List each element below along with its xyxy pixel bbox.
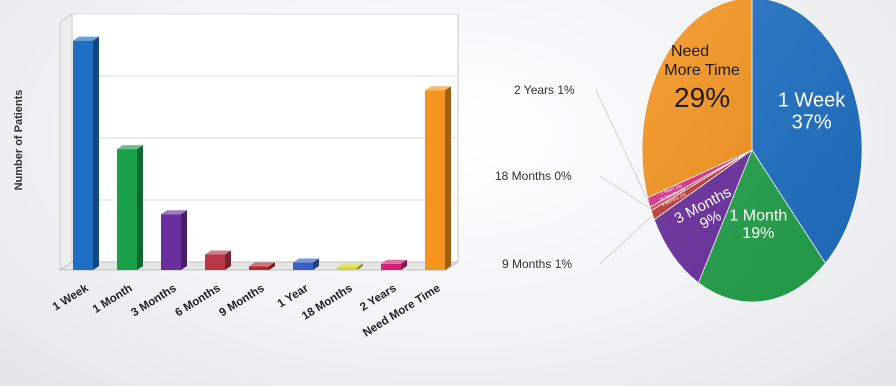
x-tick-label: 1 Year <box>276 282 311 310</box>
bar-side <box>401 259 407 270</box>
bar-side <box>93 36 99 270</box>
callout-leader-line <box>599 214 653 265</box>
pie-slice-labels: 1 Week 37%1 Month 19%3 Months9%Need More Ti… <box>658 43 846 242</box>
bar-front <box>161 214 181 270</box>
bar <box>249 262 275 270</box>
bar-top <box>337 263 363 268</box>
bar-front <box>293 262 313 270</box>
bar-top <box>205 250 231 255</box>
bar-chart-side-wall <box>59 13 73 271</box>
x-tick-label: 18 Months <box>300 282 355 322</box>
callout-18-months: 18 Months 0% <box>495 169 572 183</box>
bar-side <box>313 258 319 270</box>
bar-front <box>205 254 225 270</box>
x-tick-label: 6 Months <box>173 282 222 319</box>
y-axis-label: Number of Patients <box>13 90 25 191</box>
bar <box>425 86 451 270</box>
bar-top <box>73 36 99 41</box>
bar <box>161 210 187 270</box>
bar-top <box>117 145 143 150</box>
bar <box>381 259 407 270</box>
bars <box>73 36 451 270</box>
bar-top <box>381 259 407 264</box>
pie-sheen <box>642 0 862 302</box>
bar-top <box>425 86 451 91</box>
bar-side <box>357 263 363 270</box>
bar-front <box>381 263 401 270</box>
bar <box>117 145 143 270</box>
x-tick-label: 9 Months <box>217 282 266 319</box>
bar-front <box>425 90 445 270</box>
bar-side <box>181 210 187 270</box>
callout-9-months: 9 Months 1% <box>502 257 572 271</box>
pie-chart: 1 Week 37%1 Month 19%3 Months9%Need More Ti… <box>495 0 863 303</box>
callout-leader-line <box>599 175 651 210</box>
bar-front <box>337 267 357 270</box>
callout-2-years: 2 Years 1% <box>514 83 575 97</box>
bar-front <box>249 266 269 270</box>
bar-side <box>137 145 143 270</box>
pie-slice-label: 1 Month 19% <box>729 208 787 243</box>
x-tick-label: 1 Week <box>51 282 91 313</box>
bar <box>205 250 231 270</box>
bar <box>73 36 99 270</box>
x-tick-label: 1 Month <box>91 282 135 316</box>
x-tick-label: Need More Time <box>361 282 443 339</box>
bar-side <box>269 262 275 270</box>
pie-slice-label: Need More Time 29% <box>664 43 740 113</box>
bar-top <box>293 258 319 263</box>
bar-side <box>445 86 451 270</box>
bar-side <box>225 250 231 270</box>
pie-slices <box>641 0 863 303</box>
x-tick-label: 3 Months <box>129 282 178 319</box>
bar-top <box>161 210 187 215</box>
bar-front <box>73 40 93 270</box>
pie-slice-label: 1 Week 37% <box>778 90 846 134</box>
callout-leader-line <box>595 89 650 203</box>
bar <box>337 263 363 270</box>
bar-top <box>249 262 275 267</box>
bar <box>293 258 319 270</box>
callout-leader-lines <box>595 89 653 265</box>
bar-front <box>117 149 137 270</box>
